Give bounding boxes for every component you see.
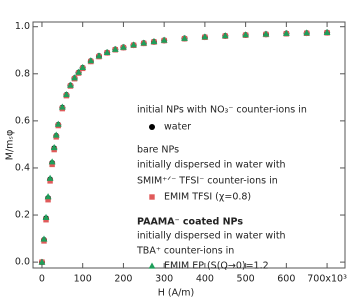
- annotation: bare NPs: [137, 145, 179, 156]
- data-point: [44, 193, 52, 200]
- x-tick-label: 500: [237, 274, 255, 285]
- data-point: [42, 213, 50, 220]
- x-tick-label: 700x10³: [307, 274, 347, 285]
- data-point: [323, 28, 331, 35]
- y-axis-label: M/mₛφ: [5, 130, 16, 160]
- data-point: [160, 36, 168, 43]
- data-point: [52, 131, 60, 138]
- annotation: initial NPs with NO₃⁻ counter-ions in: [137, 105, 307, 116]
- data-point: [62, 91, 70, 98]
- legend-label: water: [164, 122, 191, 133]
- data-point: [58, 103, 66, 110]
- data-point: [111, 45, 119, 52]
- annotation: initially dispersed in water with: [137, 160, 286, 171]
- legend-marker: [149, 194, 155, 200]
- legend-label: EMIM TFSI (χ=0.8): [164, 192, 251, 203]
- legend-marker: [149, 124, 155, 130]
- data-point: [54, 120, 62, 127]
- x-tick-label: 100: [74, 274, 92, 285]
- data-point: [48, 158, 56, 165]
- data-point: [303, 29, 311, 36]
- y-tick-label: 0.8: [15, 68, 30, 79]
- data-point: [79, 63, 87, 71]
- legend-label: EMIM EP (S(Q→0)=1.2: [164, 261, 269, 272]
- y-tick-label: 0.4: [15, 162, 30, 173]
- data-point: [87, 57, 95, 64]
- data-point: [46, 174, 54, 181]
- data-point: [262, 30, 270, 37]
- data-point: [40, 235, 48, 242]
- plot-frame: [32, 21, 346, 269]
- data-point: [50, 143, 58, 151]
- data-point: [38, 258, 46, 265]
- data-point: [242, 31, 250, 38]
- data-point: [181, 34, 188, 41]
- x-tick-label: 200: [114, 274, 132, 285]
- x-tick-label: 0: [39, 274, 45, 285]
- data-point: [67, 81, 74, 88]
- y-tick-label: 0.0: [15, 257, 30, 268]
- x-tick-label: 300: [155, 274, 173, 285]
- y-tick-label: 1.0: [15, 21, 30, 32]
- y-tick-label: 0.2: [15, 210, 30, 221]
- legend-marker: [148, 262, 156, 269]
- data-point: [150, 38, 158, 45]
- annotation: SMIM⁺ᐟ⁻ TFSI⁻ counter-ions in: [137, 176, 278, 187]
- x-tick-label: 600: [277, 274, 295, 285]
- data-point: [120, 43, 127, 50]
- data-point: [71, 74, 78, 81]
- annotation: TBA⁺ counter-ions in: [136, 246, 234, 257]
- annotation: initially dispersed in water with: [137, 231, 286, 242]
- data-point: [130, 41, 138, 48]
- x-axis-label: H (A/m): [158, 288, 195, 299]
- annotation: PAAMA⁻ coated NPs: [137, 217, 243, 228]
- data-point: [282, 29, 290, 36]
- y-tick-label: 0.6: [15, 115, 30, 126]
- data-point: [95, 52, 103, 59]
- data-point: [201, 33, 209, 40]
- x-tick-label: 400: [196, 274, 214, 285]
- data-point: [140, 39, 148, 46]
- data-point: [221, 32, 229, 39]
- data-point: [103, 48, 111, 55]
- data-point: [45, 197, 51, 203]
- data-point: [75, 68, 83, 75]
